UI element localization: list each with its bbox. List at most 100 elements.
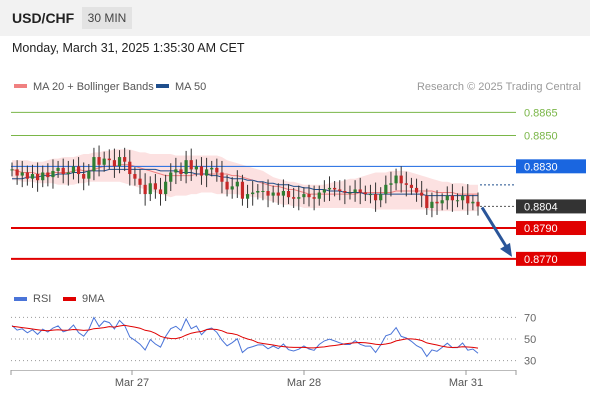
x-axis: Mar 27 Mar 28 Mar 31 (10, 370, 517, 389)
candle-body (430, 201, 434, 208)
legend-label-ma50: MA 50 (175, 81, 206, 93)
candle-body (133, 174, 137, 179)
candle-body (112, 160, 117, 167)
x-tick-label: Mar 28 (287, 377, 321, 389)
timestamp: Monday, March 31, 2025 1:35:30 AM CET (12, 41, 245, 55)
candle-body (184, 160, 188, 175)
candle-body (153, 183, 157, 190)
candle-body (123, 157, 127, 162)
candle-body (425, 195, 429, 208)
candle-body (36, 174, 40, 181)
candle-body (107, 158, 111, 161)
candle-body (368, 194, 373, 196)
candle-body (148, 183, 152, 195)
candle-body (117, 157, 122, 167)
candle-body (169, 172, 173, 182)
candle-body (164, 181, 168, 195)
candle-body (292, 197, 296, 199)
osc-tick-label-30: 30 (524, 356, 536, 368)
candle-body (461, 195, 465, 201)
candle-body (46, 172, 50, 178)
candle-body (51, 170, 55, 178)
candle-body (399, 175, 403, 184)
bollinger-band-fill (12, 149, 478, 212)
candle-body (286, 191, 291, 198)
candles (10, 145, 480, 218)
bollinger-band (11, 149, 478, 212)
candle-body (471, 201, 475, 204)
candle-body (179, 169, 183, 175)
candle-body (373, 194, 378, 201)
candle-body (92, 157, 96, 171)
legend-label-rsi: RSI (33, 293, 51, 305)
legend-swatch-rsi (14, 297, 27, 301)
candle-body (476, 201, 480, 207)
candle-body (102, 158, 106, 165)
level-tag-0.8830 (516, 159, 586, 174)
candle-body (61, 167, 65, 175)
chart-frame-bottom (11, 370, 516, 371)
forecast-arrow-shaft (480, 206, 509, 249)
forecast-arrow-head (500, 242, 512, 257)
candle-body (276, 192, 280, 196)
candle-body (240, 181, 245, 199)
x-tick-label: Mar 31 (449, 377, 483, 389)
candle-body (435, 201, 439, 204)
candle-body (76, 166, 81, 175)
rsi-ma-line (11, 324, 479, 349)
candle-body (10, 169, 14, 171)
symbol-label: USD/CHF (12, 10, 75, 26)
candle-body (15, 169, 19, 176)
candle-body (220, 172, 224, 182)
price-levels: 0.8865 0.8850 0.8830 0.8804 0.8790 0.8770 (11, 107, 586, 266)
legend-swatch-9ma (63, 297, 76, 301)
level-label-0.8850: 0.8850 (524, 130, 558, 142)
candle-body (409, 184, 414, 188)
candle-body (466, 195, 470, 204)
candle-body (358, 189, 362, 193)
candle-body (389, 183, 393, 185)
candle-body (440, 200, 444, 204)
candle-body (317, 192, 321, 199)
level-tag-text-0.8770: 0.8770 (524, 254, 558, 266)
candle-body (343, 191, 347, 193)
candle-body (414, 187, 419, 193)
candle-body (338, 189, 342, 191)
candle-body (353, 189, 357, 193)
osc-tick-label-50: 50 (524, 334, 536, 346)
candle-body (71, 166, 76, 173)
candle-body (25, 172, 29, 179)
candle-body (322, 189, 326, 193)
candle-body (20, 172, 24, 176)
candle-body (450, 195, 454, 201)
legend-swatch-ma50 (156, 84, 169, 88)
candle-body (225, 181, 229, 190)
level-tag-0.8770 (516, 251, 586, 266)
research-credit: Research © 2025 Trading Central (417, 81, 581, 93)
candle-body (266, 191, 270, 196)
candle-body (66, 172, 70, 175)
candle-body (82, 174, 86, 179)
candle-body (41, 172, 45, 181)
candle-body (261, 191, 265, 192)
candle-body (363, 192, 367, 195)
level-tag-text-0.8830: 0.8830 (524, 161, 558, 173)
level-tag-text-0.8790: 0.8790 (524, 223, 558, 235)
candle-body (189, 160, 193, 170)
timeframe-button[interactable]: 30 MIN (82, 7, 132, 29)
candle-body (194, 166, 198, 170)
candle-body (302, 194, 306, 198)
moving-averages (12, 168, 478, 197)
level-tag-0.8790 (516, 221, 586, 236)
candle-body (251, 192, 255, 195)
candle-body (138, 178, 142, 185)
candle-body (87, 170, 91, 179)
candle-body (333, 187, 337, 190)
oscillator-panel: 70 50 30 (11, 312, 536, 368)
candle-body (394, 175, 398, 184)
candle-body (297, 197, 301, 199)
candle-body (420, 192, 424, 196)
candle-body (30, 174, 35, 179)
legend-label-ma20: MA 20 + Bollinger Bands (33, 81, 154, 93)
legend-osc: RSI 9MA (14, 293, 105, 305)
